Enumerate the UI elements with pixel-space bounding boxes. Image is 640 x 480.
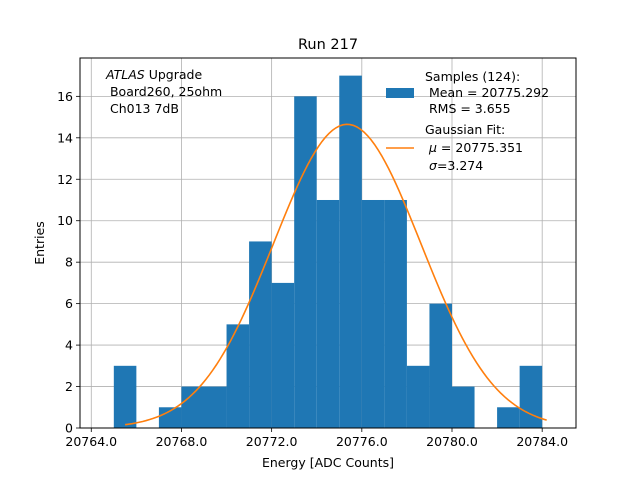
histogram-bar-4 xyxy=(204,386,227,428)
x-tick-label-3: 20776.0 xyxy=(336,434,388,449)
legend-samples-title: Samples (124): xyxy=(425,69,520,84)
gaussian-fit xyxy=(124,123,547,426)
legend-bars-swatch xyxy=(386,88,414,98)
histogram-bar-15 xyxy=(452,386,475,428)
histogram-bar-0 xyxy=(113,365,137,428)
y-tick-label-5: 10 xyxy=(57,213,73,228)
atlas-label: ATLAS xyxy=(105,67,145,82)
histogram-bar-18 xyxy=(519,365,543,428)
x-tick-label-2: 20772.0 xyxy=(246,434,298,449)
legend-samples-mean: Mean = 20775.292 xyxy=(425,85,549,100)
y-tick-label-0: 0 xyxy=(65,421,73,436)
histogram-bar-11 xyxy=(361,199,385,428)
y-axis-label: Entries xyxy=(32,221,47,265)
x-tick-label-5: 20784.0 xyxy=(516,434,568,449)
legend: Samples (124): Mean = 20775.292 RMS = 3.… xyxy=(386,69,549,173)
y-axis-ticks: 0 2 4 6 8 10 12 14 16 xyxy=(57,89,80,436)
sigma-symbol: σ xyxy=(429,158,438,173)
x-tick-label-0: 20764.0 xyxy=(65,434,117,449)
mu-symbol: μ xyxy=(428,140,437,155)
y-tick-label-6: 12 xyxy=(57,172,73,187)
x-axis-label: Energy [ADC Counts] xyxy=(262,455,394,470)
histogram-bar-13 xyxy=(406,365,430,428)
gaussian-fit-line xyxy=(124,123,547,426)
x-tick-label-4: 20780.0 xyxy=(426,434,478,449)
histogram-bar-3 xyxy=(181,386,204,428)
legend-fit-title: Gaussian Fit: xyxy=(425,122,505,137)
y-tick-label-7: 14 xyxy=(57,130,73,145)
board-line: Board260, 25ohm xyxy=(106,84,222,99)
legend-fit-mu: μ = 20775.351 xyxy=(428,140,523,155)
y-tick-label-8: 16 xyxy=(57,89,73,104)
histogram-bar-7 xyxy=(271,282,295,428)
info-annotation: ATLAS Upgrade Board260, 25ohm Ch013 7dB xyxy=(105,67,222,116)
histogram-bar-10 xyxy=(339,75,362,428)
chart-title: Run 217 xyxy=(298,37,358,53)
plot-frame xyxy=(79,57,577,429)
histogram-bars xyxy=(113,75,543,428)
histogram-bar-17 xyxy=(497,407,520,428)
histogram-bar-12 xyxy=(384,199,407,428)
histogram-bar-6 xyxy=(249,241,272,428)
x-axis-ticks: 20764.0 20768.0 20772.0 20776.0 20780.0 20784… xyxy=(65,428,568,449)
histogram-bar-5 xyxy=(226,324,250,428)
histogram-bar-14 xyxy=(429,303,452,428)
histogram-bar-9 xyxy=(316,199,340,428)
atlas-suffix: Upgrade xyxy=(145,67,203,82)
atlas-line: ATLAS Upgrade xyxy=(105,67,202,82)
y-tick-label-1: 2 xyxy=(65,379,73,394)
y-tick-label-2: 4 xyxy=(65,338,73,353)
grid-lines xyxy=(80,58,576,429)
channel-line: Ch013 7dB xyxy=(106,101,179,116)
x-tick-label-1: 20768.0 xyxy=(156,434,208,449)
histogram-bar-2 xyxy=(158,407,182,428)
histogram-bar-8 xyxy=(294,96,317,428)
legend-samples-rms: RMS = 3.655 xyxy=(425,101,511,116)
mu-value: = 20775.351 xyxy=(437,140,523,155)
sigma-value: =3.274 xyxy=(437,158,483,173)
y-tick-label-3: 6 xyxy=(65,296,73,311)
legend-fit-sigma: σ=3.274 xyxy=(429,158,483,173)
y-tick-label-4: 8 xyxy=(65,255,73,270)
